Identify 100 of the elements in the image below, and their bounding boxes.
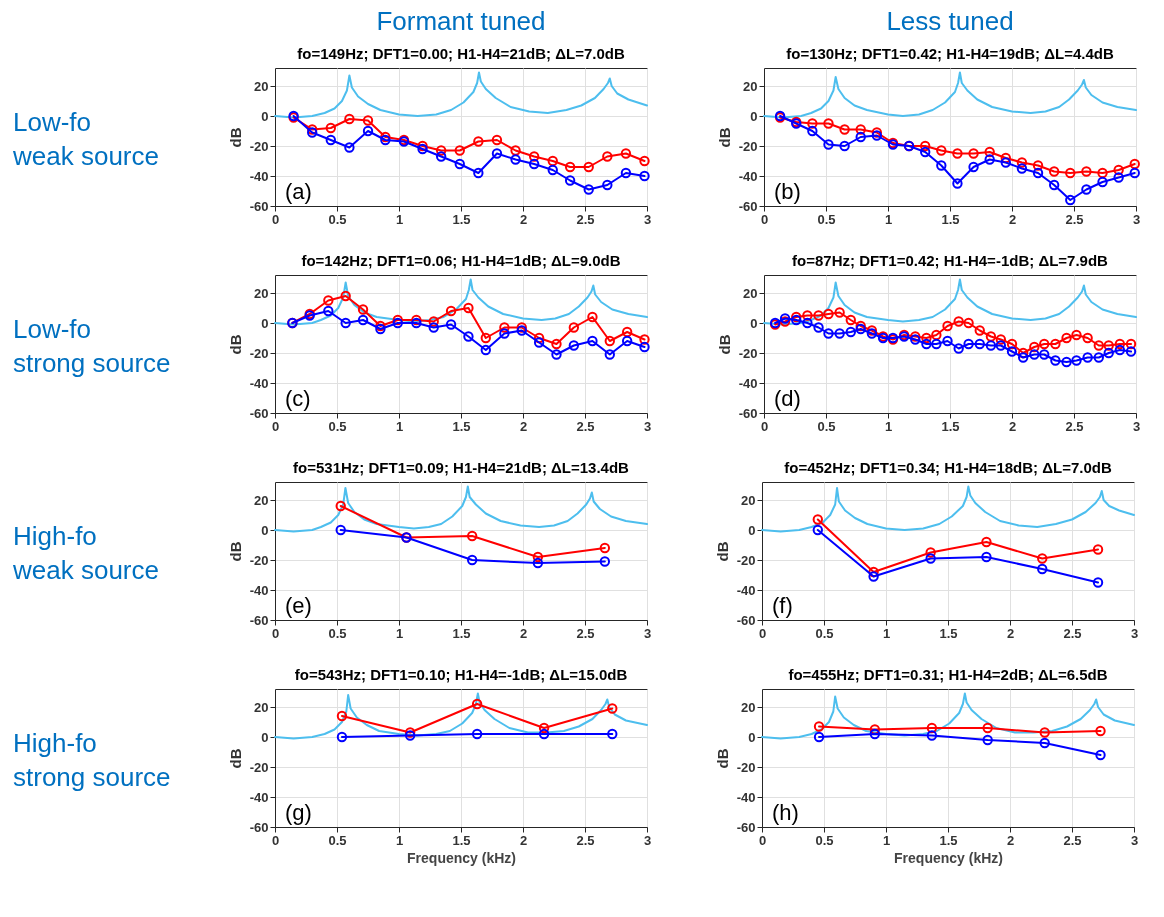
x-tick-label: 2 [1006, 832, 1015, 848]
x-tick-label: 2 [1008, 418, 1017, 434]
y-tick-label: 0 [750, 108, 758, 124]
y-tick-label: -40 [738, 168, 758, 184]
y-axis-title: dB [715, 334, 733, 355]
annotation: (c) [285, 386, 311, 411]
x-tick-label: 2 [519, 832, 528, 848]
y-tick-label: -60 [738, 405, 758, 421]
x-tick-label: 3 [1132, 418, 1141, 434]
x-tick-label: 3 [643, 211, 652, 227]
y-tick-label: 20 [254, 699, 269, 715]
y-tick-label: -40 [249, 375, 269, 391]
annotation: (g) [285, 800, 312, 825]
y-tick-label: -60 [249, 198, 269, 214]
x-tick-label: 0.5 [817, 211, 836, 227]
y-tick-label: -40 [249, 168, 269, 184]
x-tick-label: 2 [1006, 625, 1015, 641]
y-tick-label: -40 [249, 582, 269, 598]
y-axis-title: dB [226, 541, 244, 562]
y-axis-title: dB [713, 541, 731, 562]
x-tick-label: 1 [884, 418, 893, 434]
y-tick-label: -20 [736, 552, 756, 568]
y-tick-label: 20 [254, 78, 269, 94]
x-tick-label: 3 [1130, 625, 1139, 641]
y-tick-label: -60 [249, 405, 269, 421]
x-tick-label: 0.5 [815, 832, 834, 848]
chart-title: fo=87Hz; DFT1=0.42; H1-H4=-1dB; ΔL=7.9dB [792, 252, 1109, 269]
x-tick-label: 3 [1130, 832, 1139, 848]
x-tick-label: 2.5 [1065, 418, 1084, 434]
y-axis-title: dB [226, 334, 244, 355]
x-tick-label: 2.5 [576, 832, 595, 848]
x-tick-label: 1 [395, 832, 404, 848]
y-axis-title: dB [226, 127, 244, 148]
y-tick-label: -60 [736, 612, 756, 628]
x-tick-label: 0.5 [328, 625, 347, 641]
y-tick-label: 20 [254, 285, 269, 301]
text: High-fo weak source [12, 521, 159, 585]
x-tick-label: 0.5 [328, 211, 347, 227]
y-tick-label: 0 [750, 315, 758, 331]
y-tick-label: 20 [741, 492, 756, 508]
x-axis-title: Frequency (kHz) [894, 849, 1003, 866]
text: Low-fo weak source [12, 107, 159, 171]
x-tick-label: 0.5 [815, 625, 834, 641]
y-tick-label: -20 [249, 552, 269, 568]
chart-title: fo=455Hz; DFT1=0.31; H1-H4=2dB; ΔL=6.5dB [788, 666, 1108, 683]
x-tick-label: 0 [271, 625, 280, 641]
x-tick-label: 0 [271, 832, 280, 848]
x-tick-label: 1.5 [939, 625, 958, 641]
chart-title: fo=130Hz; DFT1=0.42; H1-H4=19dB; ΔL=4.4dB [786, 45, 1114, 62]
y-tick-label: 0 [261, 315, 269, 331]
y-tick-label: -40 [738, 375, 758, 391]
x-tick-label: 1 [395, 211, 404, 227]
x-tick-label: 2.5 [1063, 625, 1082, 641]
y-axis-title: dB [713, 748, 731, 769]
x-tick-label: 0 [271, 211, 280, 227]
text: High-fo strong source [13, 728, 171, 792]
y-tick-label: -20 [738, 345, 758, 361]
text: Formant tuned [376, 6, 546, 36]
x-tick-label: 2.5 [576, 211, 595, 227]
y-tick-label: -40 [249, 789, 269, 805]
x-tick-label: 1 [395, 625, 404, 641]
y-tick-label: 0 [748, 522, 756, 538]
x-tick-label: 2.5 [1065, 211, 1084, 227]
y-tick-label: -40 [736, 789, 756, 805]
y-tick-label: 0 [261, 108, 269, 124]
y-tick-label: -20 [249, 345, 269, 361]
x-tick-label: 3 [643, 625, 652, 641]
annotation: (a) [285, 179, 312, 204]
x-tick-label: 0 [760, 418, 769, 434]
x-tick-label: 2 [519, 625, 528, 641]
x-tick-label: 2 [519, 418, 528, 434]
chart-title: fo=149Hz; DFT1=0.00; H1-H4=21dB; ΔL=7.0dB [297, 45, 625, 62]
x-tick-label: 2.5 [1063, 832, 1082, 848]
y-tick-label: -20 [736, 759, 756, 775]
y-tick-label: -20 [249, 759, 269, 775]
y-tick-label: -60 [736, 819, 756, 835]
x-axis-title: Frequency (kHz) [407, 849, 516, 866]
x-tick-label: 0.5 [328, 832, 347, 848]
y-tick-label: 20 [743, 285, 758, 301]
chart-title: fo=531Hz; DFT1=0.09; H1-H4=21dB; ΔL=13.4dB [293, 459, 630, 476]
y-tick-label: 0 [261, 522, 269, 538]
y-tick-label: 0 [748, 729, 756, 745]
x-tick-label: 1.5 [941, 211, 960, 227]
y-tick-label: -60 [738, 198, 758, 214]
chart-title: fo=452Hz; DFT1=0.34; H1-H4=18dB; ΔL=7.0dB [784, 459, 1112, 476]
y-tick-label: -20 [249, 138, 269, 154]
y-tick-label: 0 [261, 729, 269, 745]
x-tick-label: 0.5 [817, 418, 836, 434]
y-tick-label: 20 [741, 699, 756, 715]
annotation: (b) [774, 179, 801, 204]
y-tick-label: -20 [738, 138, 758, 154]
x-tick-label: 1.5 [452, 625, 471, 641]
x-tick-label: 1.5 [941, 418, 960, 434]
y-tick-label: -60 [249, 612, 269, 628]
x-tick-label: 1 [882, 832, 891, 848]
chart-title: fo=142Hz; DFT1=0.06; H1-H4=1dB; ΔL=9.0dB [301, 252, 621, 269]
annotation: (d) [774, 386, 801, 411]
text: Low-fo strong source [13, 314, 171, 378]
y-axis-title: dB [715, 127, 733, 148]
x-tick-label: 1 [395, 418, 404, 434]
